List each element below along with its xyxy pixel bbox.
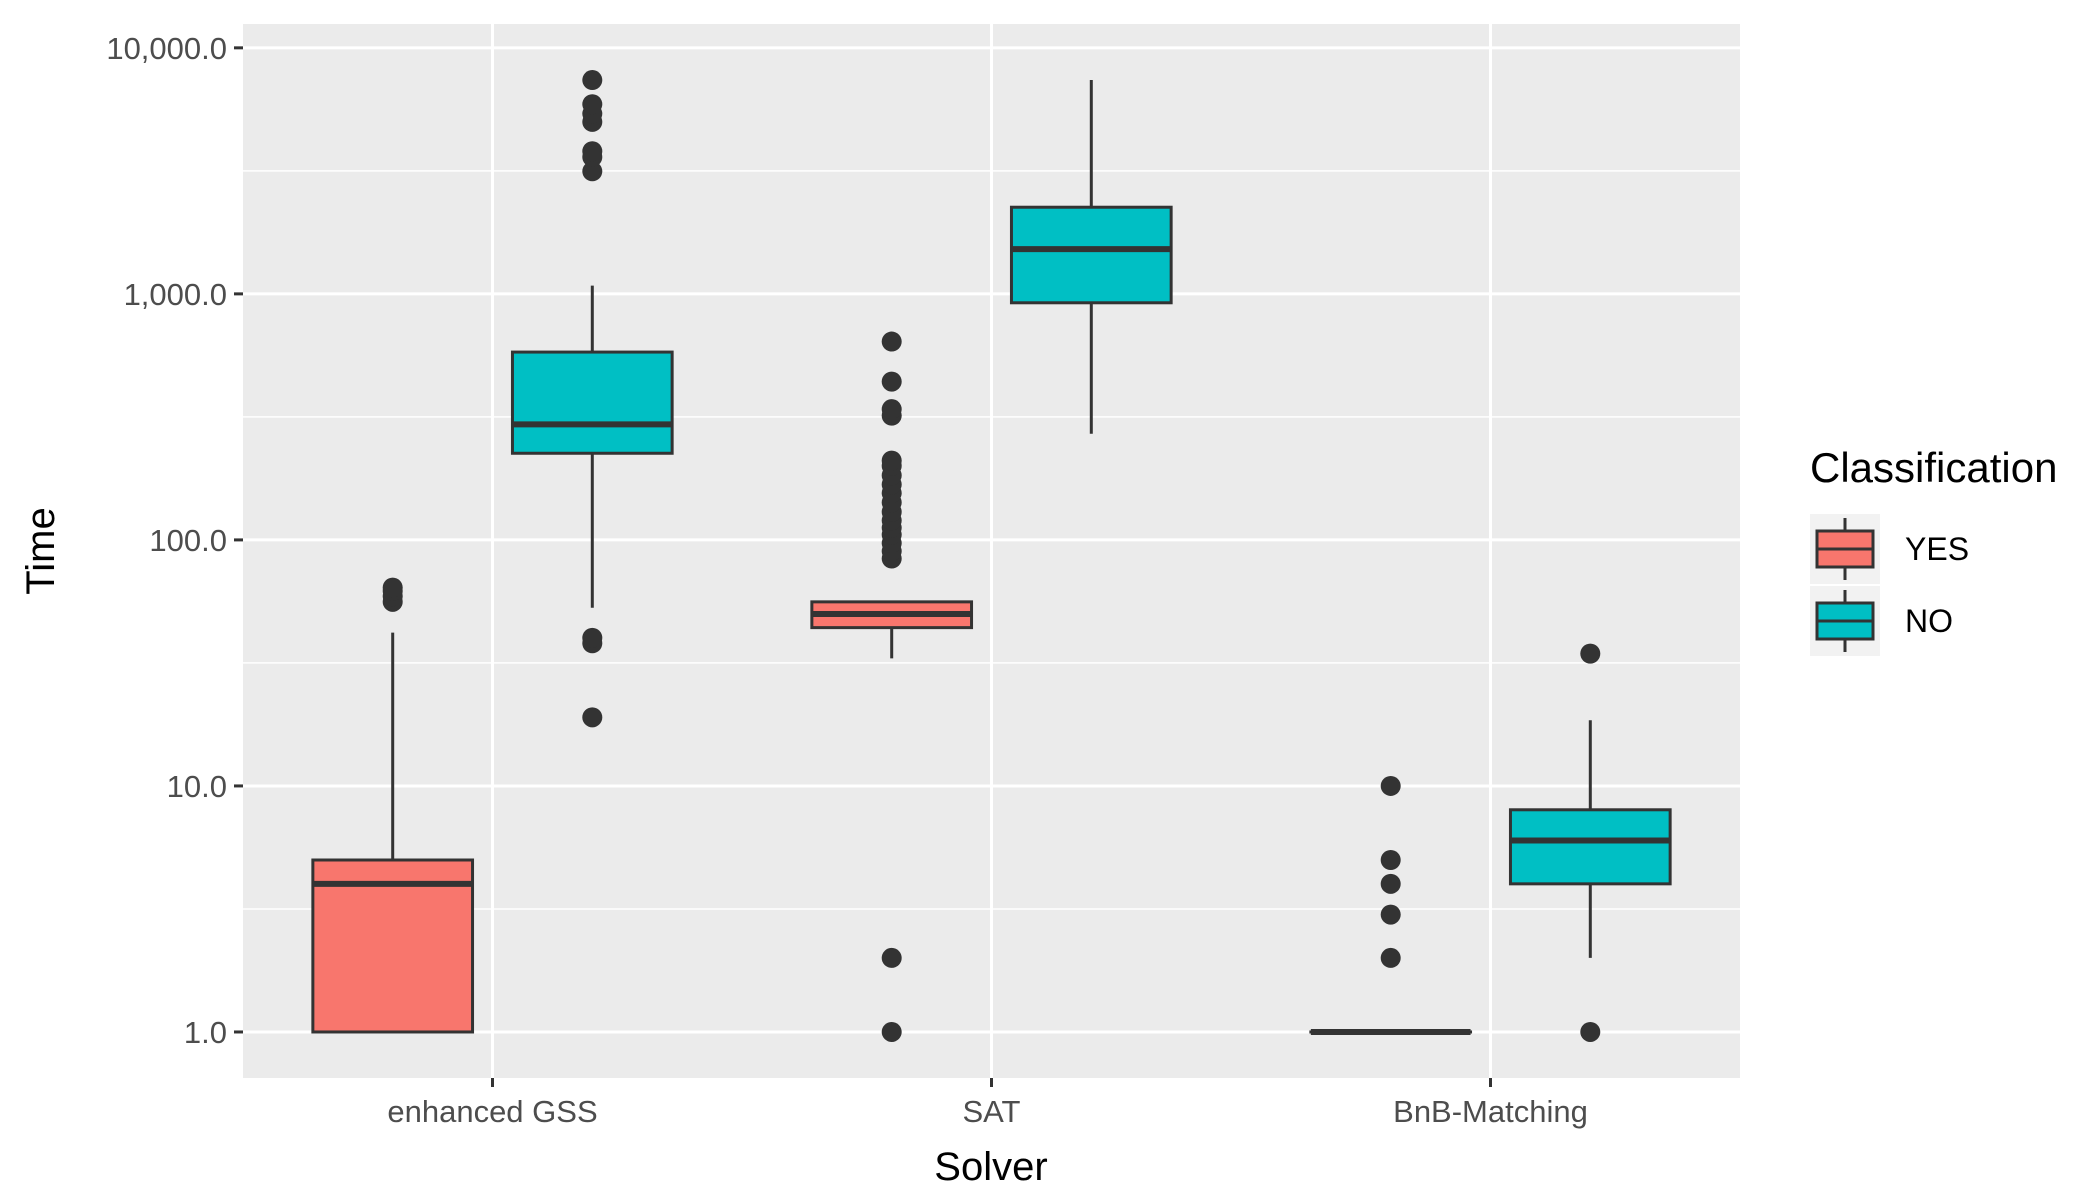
- outlier-point: [582, 141, 603, 162]
- outlier-point: [881, 1021, 902, 1042]
- outlier-point: [1580, 643, 1601, 664]
- outlier-point: [1380, 873, 1401, 894]
- box-no-bnb-matching: [1508, 643, 1672, 1042]
- outlier-point: [582, 627, 603, 648]
- outlier-point: [1380, 947, 1401, 968]
- x-tick-label: enhanced GSS: [387, 1094, 597, 1129]
- box-iqr: [510, 350, 674, 455]
- legend-item-yes: YES: [1810, 514, 1969, 584]
- outlier-point: [881, 399, 902, 420]
- legend-item-no: NO: [1810, 586, 1953, 656]
- y-tick-label: 1,000.0: [124, 277, 227, 312]
- boxes: [311, 70, 1672, 1042]
- outlier-point: [881, 371, 902, 392]
- x-tick-label: SAT: [963, 1094, 1021, 1129]
- outlier-point: [582, 70, 603, 91]
- x-axis: enhanced GSS SAT BnB-Matching: [387, 1078, 1588, 1129]
- outlier-point: [582, 707, 603, 728]
- outlier-point: [582, 94, 603, 115]
- box-yes-sat: [810, 331, 974, 1042]
- outlier-point: [1380, 850, 1401, 871]
- y-tick-label: 100.0: [149, 523, 227, 558]
- outlier-point: [1380, 904, 1401, 925]
- outlier-point: [1580, 1021, 1601, 1042]
- outlier-point: [1380, 775, 1401, 796]
- major-gridlines: [243, 24, 1740, 1078]
- legend-label: YES: [1905, 531, 1969, 567]
- x-tick-label: BnB-Matching: [1393, 1094, 1588, 1129]
- outlier-point: [382, 577, 403, 598]
- box-iqr: [1508, 808, 1672, 886]
- box-no-sat: [1009, 80, 1173, 434]
- y-axis: 1.0 10.0 100.0 1,000.0 10,000.0: [106, 31, 243, 1050]
- outlier-point: [881, 450, 902, 471]
- box-yes-bnb-matching: [1309, 775, 1473, 1035]
- y-tick-label: 10,000.0: [106, 31, 227, 66]
- outlier-point: [582, 161, 603, 182]
- legend: Classification YES NO: [1810, 444, 2057, 656]
- box-iqr: [1009, 205, 1173, 305]
- box-yes-enhanced-gss: [311, 577, 475, 1034]
- y-tick-label: 10.0: [167, 769, 227, 804]
- outlier-point: [881, 331, 902, 352]
- legend-title: Classification: [1810, 444, 2057, 491]
- box-no-enhanced-gss: [510, 70, 674, 728]
- box-iqr: [311, 858, 475, 1034]
- x-axis-title: Solver: [934, 1145, 1047, 1189]
- y-tick-label: 1.0: [184, 1015, 227, 1050]
- outlier-point: [881, 947, 902, 968]
- y-axis-title: Time: [19, 507, 63, 594]
- legend-label: NO: [1905, 603, 1953, 639]
